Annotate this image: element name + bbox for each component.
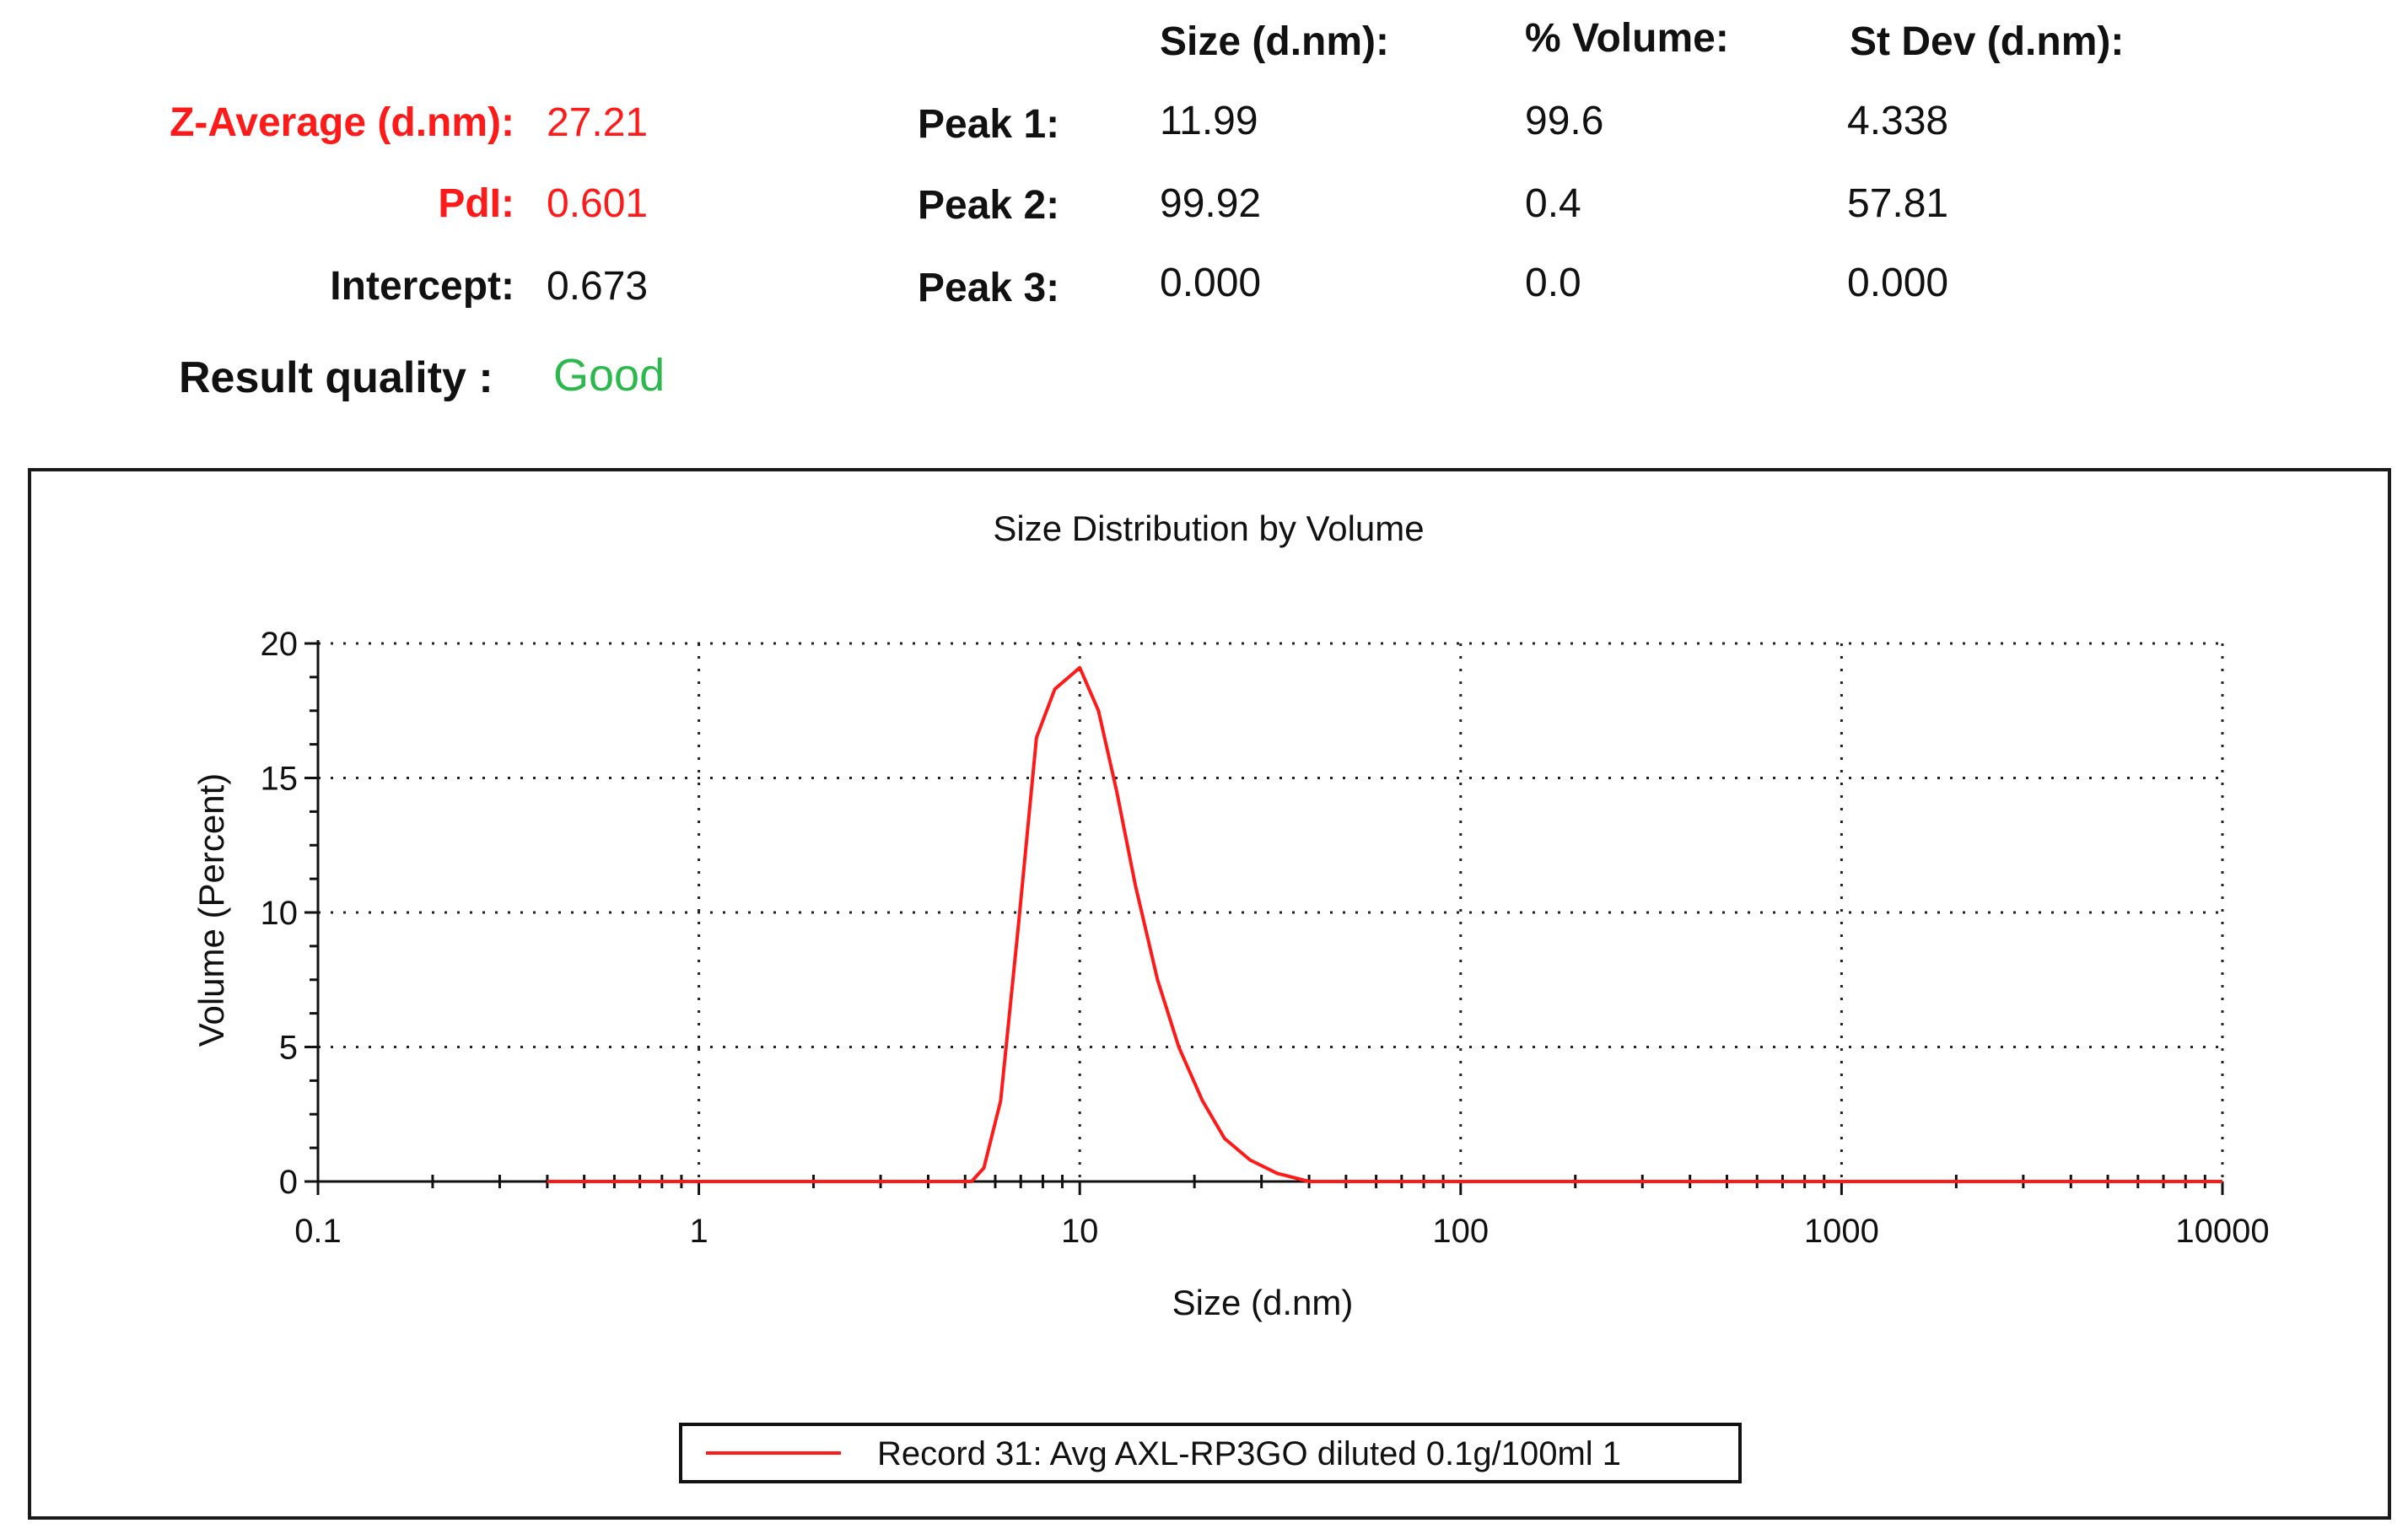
legend-box — [679, 1423, 1742, 1483]
grid-lines — [318, 642, 2224, 1181]
series-line — [547, 665, 2222, 1183]
stdev-column-header: St Dev (d.nm): — [1850, 19, 2125, 64]
axes — [316, 640, 2222, 1183]
size-distribution-chart: Size Distribution by Volume 0 5 10 15 20 0.1 1… — [191, 509, 2270, 1483]
tick-marks — [304, 642, 2224, 1195]
peak-1-volume: 99.6 — [1525, 99, 1604, 143]
result-quality-label: Result quality : — [179, 353, 493, 402]
peak-3-volume: 0.0 — [1525, 261, 1581, 305]
peak-3-stdev: 0.000 — [1847, 261, 1949, 305]
legend-label: Record 31: Avg AXL-RP3GO diluted 0.1g/10… — [877, 1435, 1621, 1472]
peak-1-stdev: 4.338 — [1847, 99, 1949, 143]
volume-column-header: % Volume: — [1525, 16, 1729, 61]
peak-1-size: 11.99 — [1160, 99, 1258, 143]
intercept-value: 0.673 — [547, 264, 649, 309]
peak-3-size: 0.000 — [1160, 261, 1262, 305]
intercept-label: Intercept: — [330, 264, 514, 309]
x-tick-label: 0.1 — [294, 1213, 342, 1250]
y-tick-label: 15 — [261, 761, 299, 798]
peak-1-label: Peak 1: — [918, 102, 1060, 147]
peak-2-size: 99.92 — [1160, 181, 1262, 226]
x-tick-label: 10000 — [2175, 1213, 2269, 1250]
z-average-value: 27.21 — [547, 100, 649, 145]
pdi-value: 0.601 — [547, 181, 649, 226]
peak-2-stdev: 57.81 — [1847, 181, 1949, 226]
y-tick-label: 10 — [261, 895, 299, 932]
z-average-label: Z-Average (d.nm): — [170, 100, 514, 145]
legend: Record 31: Avg AXL-RP3GO diluted 0.1g/10… — [679, 1423, 1742, 1483]
x-tick-label: 1000 — [1804, 1213, 1879, 1250]
y-axis-label: Volume (Percent) — [191, 773, 231, 1047]
y-tick-label: 20 — [261, 626, 299, 663]
chart-title: Size Distribution by Volume — [993, 509, 1424, 548]
size-column-header: Size (d.nm): — [1160, 19, 1389, 64]
peak-2-volume: 0.4 — [1525, 181, 1581, 226]
x-tick-label: 1 — [689, 1213, 708, 1250]
x-tick-label: 100 — [1432, 1213, 1489, 1250]
y-tick-label: 5 — [279, 1030, 298, 1067]
tick-labels: 0 5 10 15 20 0.1 1 10 100 1000 10000 — [261, 626, 2270, 1250]
x-tick-label: 10 — [1061, 1213, 1099, 1250]
chart-panel: Size Distribution by Volume 0 5 10 15 20 0.1 1… — [28, 468, 2391, 1520]
peak-3-label: Peak 3: — [918, 266, 1060, 310]
pdi-label: PdI: — [438, 181, 514, 226]
result-quality-value: Good — [553, 350, 665, 401]
series-layer — [547, 665, 2222, 1183]
y-tick-label: 0 — [279, 1164, 298, 1201]
peak-2-label: Peak 2: — [918, 183, 1060, 228]
x-axis-label: Size (d.nm) — [1172, 1283, 1354, 1322]
